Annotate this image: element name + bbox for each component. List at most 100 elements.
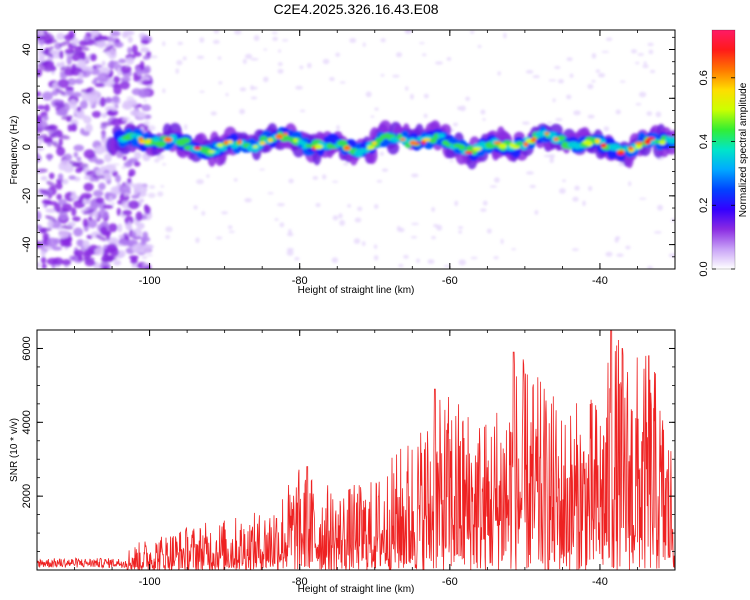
background-blob: [459, 105, 466, 112]
background-blob: [322, 58, 330, 65]
noise-blob: [115, 174, 121, 183]
noise-blob: [58, 210, 68, 221]
noise-blob: [76, 156, 82, 162]
background-blob: [306, 62, 312, 69]
spectrogram-x-tick-label: -100: [139, 275, 161, 287]
noise-streak: [46, 180, 57, 188]
band-core-blob: [458, 144, 466, 151]
noise-streak: [55, 208, 68, 213]
background-blob: [122, 200, 127, 207]
band-hot-blob: [227, 139, 233, 144]
background-blob: [435, 61, 443, 65]
background-blob: [347, 204, 352, 208]
noise-blob: [65, 86, 74, 91]
spectrogram-y-tick-label: 40: [21, 43, 33, 55]
noise-blob: [146, 84, 153, 89]
noise-blob: [71, 207, 77, 217]
band-hot-blob: [422, 138, 431, 142]
noise-blob: [125, 57, 135, 65]
noise-blob: [127, 221, 132, 230]
background-blob: [595, 69, 601, 73]
background-blob: [195, 237, 200, 244]
noise-blob: [60, 159, 73, 167]
background-blob: [549, 154, 556, 159]
band-core-blob: [179, 137, 191, 144]
background-blob: [637, 53, 645, 56]
band-core-blob: [667, 136, 675, 144]
background-blob: [154, 158, 160, 163]
background-blob: [597, 72, 606, 78]
noise-blob: [63, 241, 72, 248]
background-blob: [552, 98, 556, 103]
background-blob: [218, 81, 223, 85]
noise-streak: [92, 174, 105, 179]
noise-blob: [110, 30, 121, 37]
background-blob: [312, 176, 319, 180]
noise-blob: [118, 234, 125, 239]
noise-blob: [101, 60, 106, 67]
noise-blob: [40, 249, 46, 257]
noise-blob: [118, 58, 127, 64]
background-blob: [554, 65, 561, 70]
background-blob: [250, 84, 254, 91]
background-blob: [193, 205, 198, 210]
background-blob: [555, 117, 563, 122]
background-blob: [228, 230, 235, 233]
band-hot-blob: [223, 140, 229, 145]
noise-blob: [116, 207, 121, 217]
background-blob: [143, 99, 147, 102]
band-hot-blob: [498, 143, 507, 149]
noise-blob: [76, 239, 85, 247]
background-blob: [227, 225, 233, 230]
background-blob: [648, 49, 654, 55]
noise-blob: [138, 88, 151, 97]
background-blob: [587, 114, 595, 119]
snr-x-label: Height of straight line (km): [298, 584, 415, 595]
noise-blob: [139, 60, 145, 71]
background-blob: [233, 178, 238, 182]
background-blob: [398, 263, 404, 268]
band-hot-blob: [267, 138, 273, 143]
spectrogram-x-ticks: -100 -80 -60 -40: [36, 30, 676, 287]
background-blob: [493, 256, 499, 260]
band-hot-blob: [282, 132, 289, 136]
noise-blob: [101, 172, 112, 181]
spectrogram-x-tick-label: -80: [292, 275, 308, 287]
noise-blob: [76, 106, 82, 112]
background-blob: [221, 211, 228, 215]
background-blob: [601, 50, 610, 53]
noise-streak: [100, 257, 113, 263]
background-blob: [558, 188, 566, 194]
background-blob: [286, 249, 294, 256]
figure-title: C2E4.2025.326.16.43.E08: [273, 1, 438, 17]
noise-blob: [141, 80, 153, 86]
background-blob: [370, 115, 375, 118]
background-blob: [647, 42, 654, 47]
background-blob: [272, 36, 278, 42]
band-hot-blob: [252, 145, 258, 149]
band-hot-blob: [409, 140, 418, 146]
noise-blob: [82, 218, 89, 228]
noise-blob: [93, 77, 99, 82]
band-hot-blob: [293, 138, 298, 143]
noise-blob: [127, 177, 132, 184]
background-blob: [217, 56, 222, 60]
noise-blob: [83, 35, 90, 42]
noise-blob: [140, 47, 150, 53]
band-hot-blob: [523, 141, 529, 147]
noise-blob: [59, 50, 64, 60]
noise-blob: [63, 165, 74, 173]
snr-frame: [36, 329, 676, 571]
background-blob: [147, 192, 156, 199]
noise-blob: [141, 237, 147, 244]
background-blob: [274, 218, 279, 221]
background-blob: [195, 179, 204, 185]
background-blob: [458, 226, 464, 230]
noise-blob: [104, 192, 110, 201]
background-blob: [465, 96, 471, 101]
background-blob: [111, 202, 116, 206]
background-blob: [557, 78, 564, 84]
noise-blob: [58, 138, 63, 147]
band-core-blob: [598, 138, 606, 145]
colorbar-tick-label: 0.2: [698, 198, 710, 213]
